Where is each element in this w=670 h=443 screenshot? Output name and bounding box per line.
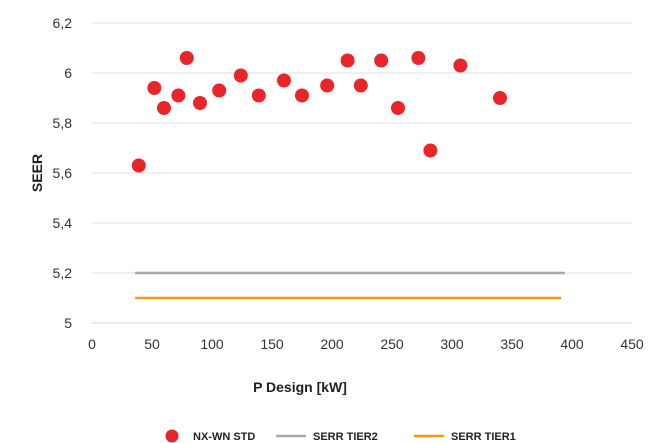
reference-lines [135, 271, 565, 300]
legend-item-nx-wn-std: NX-WN STD [165, 429, 255, 443]
x-tick-label: 50 [144, 336, 160, 352]
legend-label: SERR TIER1 [451, 431, 516, 443]
y-tick-label: 5,6 [53, 165, 73, 181]
data-point [423, 143, 438, 158]
data-point [493, 91, 507, 105]
x-tick-label: 350 [500, 336, 524, 352]
data-point [340, 53, 355, 68]
legend-item-serr-tier1: SERR TIER1 [414, 431, 516, 443]
x-axis-ticks: 0 50 100 150 200 250 300 350 400 450 [88, 336, 644, 352]
y-tick-label: 5,4 [53, 215, 73, 231]
data-point [411, 51, 426, 65]
x-tick-label: 450 [620, 336, 644, 352]
y-tick-label: 5 [64, 315, 72, 331]
y-tick-label: 6 [64, 65, 72, 81]
data-point [453, 58, 468, 73]
x-tick-label: 100 [200, 336, 224, 352]
data-point [374, 53, 389, 68]
legend-label: NX-WN STD [193, 431, 255, 443]
data-point [147, 81, 162, 95]
data-point [233, 68, 248, 83]
x-tick-label: 300 [440, 336, 464, 352]
x-axis-title: P Design [kW] [253, 379, 347, 395]
legend: NX-WN STD SERR TIER2 SERR TIER1 [165, 429, 516, 443]
legend-label: SERR TIER2 [313, 431, 378, 443]
x-tick-label: 0 [88, 336, 96, 352]
data-point [251, 88, 266, 103]
y-tick-label: 5,2 [53, 265, 73, 281]
data-point [171, 88, 186, 103]
legend-swatch [165, 429, 179, 443]
x-tick-label: 400 [560, 336, 584, 352]
x-tick-label: 250 [380, 336, 404, 352]
data-point [131, 158, 146, 173]
x-tick-label: 150 [260, 336, 284, 352]
data-point [157, 101, 171, 115]
data-points [131, 51, 507, 173]
y-axis-ticks: 5 5,2 5,4 5,6 5,8 6 6,2 [53, 15, 73, 331]
data-point [277, 73, 291, 88]
data-point [212, 83, 227, 98]
x-tick-label: 200 [320, 336, 344, 352]
data-point [295, 88, 309, 103]
data-point [353, 78, 368, 93]
data-point [193, 96, 207, 110]
data-point [391, 101, 405, 115]
gridlines [92, 22, 632, 274]
data-point [179, 51, 194, 65]
y-tick-label: 5,8 [53, 115, 73, 131]
y-axis-title: SEER [29, 154, 45, 192]
legend-item-serr-tier2: SERR TIER2 [276, 431, 378, 443]
data-point [320, 78, 335, 93]
y-tick-label: 6,2 [53, 15, 73, 31]
